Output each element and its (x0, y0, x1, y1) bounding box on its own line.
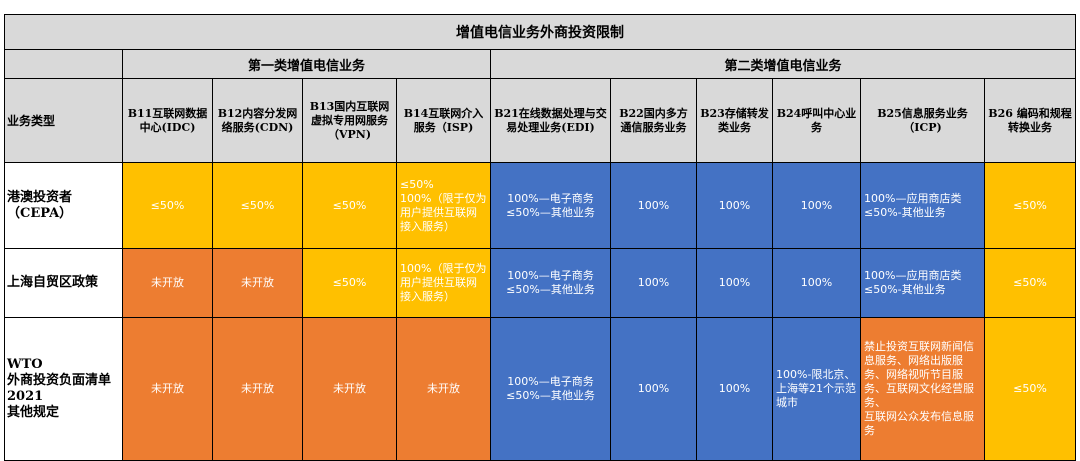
column-header-b26: B26 编码和规程转换业务 (983, 78, 1077, 163)
row-label-cepa: 港澳投资者（CEPA） (4, 162, 123, 249)
cell-cepa-b25: 100%—应用商店类 ≤50%-其他业务 (860, 162, 985, 249)
cell-shanghai-b22: 100% (610, 248, 697, 318)
cell-wto-b22: 100% (610, 317, 697, 461)
cell-shanghai-b14: 100%（限于仅为用户提供互联网接入服务） (396, 248, 491, 318)
column-header-b12: B12内容分发网络服务(CDN) (212, 78, 303, 163)
row-label-shanghai-ftz: 上海自贸区政策 (4, 248, 123, 318)
cell-wto-b25: 禁止投资互联网新闻信息服务、网络出版服务、网络视听节目服务、互联网文化经营服务、… (860, 317, 985, 461)
cell-wto-b13: 未开放 (302, 317, 397, 461)
cell-shanghai-b13: ≤50% (302, 248, 397, 318)
cell-wto-b12: 未开放 (212, 317, 303, 461)
cell-cepa-b21: 100%—电子商务 ≤50%—其他业务 (490, 162, 611, 249)
column-header-b13: B13国内互联网虚拟专用网服务（VPN) (302, 78, 397, 163)
cell-cepa-b12: ≤50% (212, 162, 303, 249)
row-label-wto: WTO 外商投资负面清单2021 其他规定 (4, 317, 123, 461)
cell-wto-b21: 100%—电子商务 ≤50%—其他业务 (490, 317, 611, 461)
group-header-category-2: 第二类增值电信业务 (489, 49, 1077, 79)
cell-wto-b24: 100%-限北京、上海等21个示范城市 (772, 317, 861, 461)
investment-restriction-table: 增值电信业务外商投资限制 第一类增值电信业务 第二类增值电信业务 业务类型 B1… (3, 14, 1077, 461)
table-title: 增值电信业务外商投资限制 (3, 14, 1077, 50)
row-header-label: 业务类型 (4, 78, 123, 163)
cell-wto-b26: ≤50% (983, 317, 1077, 461)
cell-cepa-b11: ≤50% (122, 162, 213, 249)
column-header-b24: B24呼叫中心业务 (772, 78, 861, 163)
cell-cepa-b22: 100% (610, 162, 697, 249)
column-header-b14: B14互联网介入服务（ISP) (396, 78, 491, 163)
column-header-b11: B11互联网数据中心(IDC) (122, 78, 213, 163)
cell-cepa-b23: 100% (696, 162, 773, 249)
column-header-b21: B21在线数据处理与交易处理业务(EDI) (490, 78, 611, 163)
cell-cepa-b26: ≤50% (983, 162, 1077, 249)
column-header-b22: B22国内多方通信服务业务 (610, 78, 697, 163)
cell-cepa-b13: ≤50% (302, 162, 397, 249)
column-header-b25: B25信息服务业务（ICP) (860, 78, 985, 163)
cell-shanghai-b21: 100%—电子商务 ≤50%—其他业务 (490, 248, 611, 318)
cell-cepa-b14: ≤50% 100%（限于仅为用户提供互联网接入服务） (396, 162, 491, 249)
table-row-wto: WTO 外商投资负面清单2021 其他规定 未开放 未开放 未开放 未开放 100%… (4, 317, 1077, 461)
blank-header-cell (4, 49, 123, 79)
cell-shanghai-b23: 100% (696, 248, 773, 318)
cell-shanghai-b26: ≤50% (983, 248, 1077, 318)
cell-wto-b14: 未开放 (396, 317, 491, 461)
cell-shanghai-b11: 未开放 (122, 248, 213, 318)
cell-wto-b23: 100% (696, 317, 773, 461)
cell-wto-b11: 未开放 (122, 317, 213, 461)
column-header-b23: B23存储转发类业务 (696, 78, 773, 163)
cell-shanghai-b24: 100% (772, 248, 861, 318)
cell-cepa-b24: 100% (772, 162, 861, 249)
cell-shanghai-b25: 100%—应用商店类 ≤50%-其他业务 (860, 248, 985, 318)
cell-shanghai-b12: 未开放 (212, 248, 303, 318)
group-header-category-1: 第一类增值电信业务 (122, 49, 491, 79)
table-row-shanghai-ftz: 上海自贸区政策 未开放 未开放 ≤50% 100%（限于仅为用户提供互联网接入服… (4, 248, 1077, 318)
table-row-cepa: 港澳投资者（CEPA） ≤50% ≤50% ≤50% ≤50% 100%（限于仅为… (4, 162, 1077, 249)
